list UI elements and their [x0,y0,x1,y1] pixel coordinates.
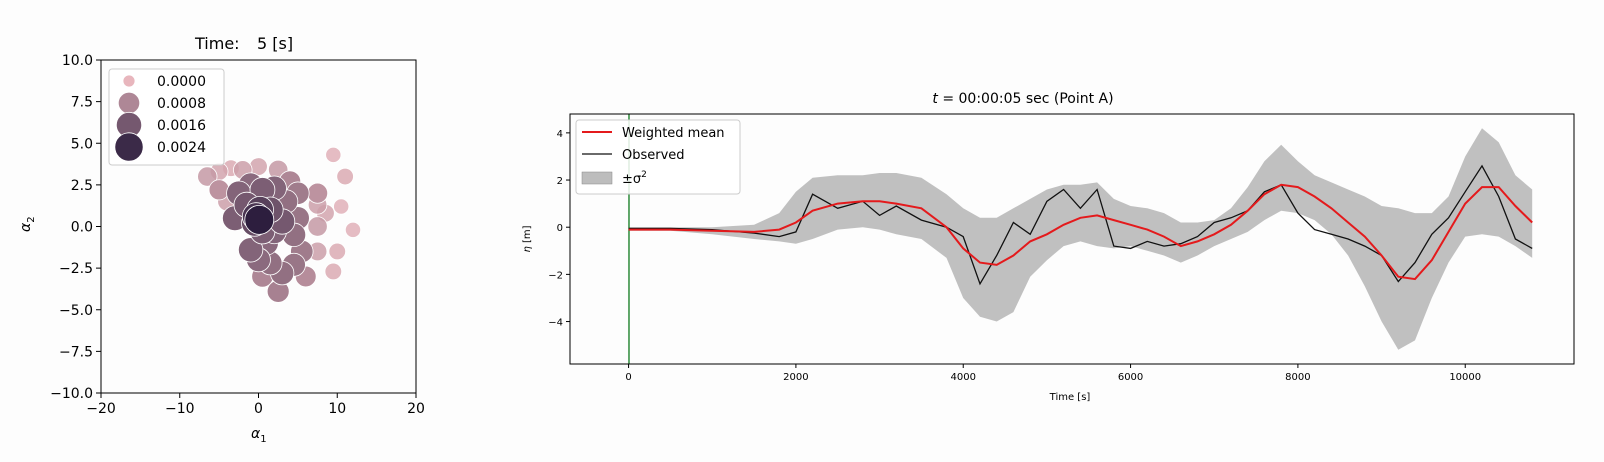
scatter-y-tick-label: −5.0 [59,303,93,319]
timeseries-y-tick-label: −4 [548,318,563,329]
legend-band-label: ±σ2 [622,170,647,187]
scatter-y-tick-label: 5.0 [71,136,93,152]
time-series-plot: t = 00:00:05 sec (Point A) 0 2000 4000 6000… [522,91,1575,403]
scatter-y-label: α2 [18,216,37,232]
timeseries-x-tick-label: 10000 [1449,372,1481,383]
scatter-legend-marker [117,91,141,115]
weights-scatter-plot: Time: 5 [s] −20 −10 0 10 20 10.0 7.5 5.0 2.5 0.0… [18,34,425,445]
scatter-legend-label: 0.0000 [157,74,206,90]
scatter-point [344,221,362,238]
scatter-y-tick-label: 10.0 [62,53,93,69]
scatter-legend-marker [114,132,144,162]
scatter-legend-label: 0.0008 [157,96,206,112]
sigma-band [628,128,1533,350]
timeseries-axes-frame [569,113,1575,365]
timeseries-y-tick-label: 0 [557,223,563,234]
timeseries-x-tick-label: 4000 [951,372,976,383]
timeseries-y-label: η [m] [522,225,533,252]
scatter-x-tick-label: −20 [86,401,116,417]
scatter-point [336,167,354,186]
scatter-point [324,262,343,281]
scatter-x-tick-label: 10 [328,401,346,417]
scatter-point [307,182,329,204]
timeseries-title: t = 00:00:05 sec (Point A) [932,91,1113,107]
scatter-x-label: α1 [251,426,267,445]
scatter-point [325,146,342,163]
timeseries-y-tick-label: 2 [557,176,563,187]
timeseries-x-tick-label: 6000 [1118,372,1143,383]
timeseries-x-tick-label: 2000 [783,372,808,383]
scatter-y-ticks: 10.0 7.5 5.0 2.5 0.0 −2.5 −5.0 −7.5 −10.0 [50,53,101,402]
scatter-point [197,166,218,187]
scatter-y-tick-label: −2.5 [59,261,93,277]
scatter-title-label: Time: [194,34,240,53]
timeseries-y-ticks: 4 2 0 −2 −4 [548,129,570,329]
scatter-title-value: 5 [s] [257,34,293,53]
timeseries-legend-frame [575,119,741,195]
scatter-point [237,237,264,263]
scatter-points [197,146,362,303]
scatter-y-tick-label: 2.5 [71,178,93,194]
timeseries-legend: Weighted mean Observed ±σ2 [575,119,741,195]
scatter-legend-label: 0.0016 [157,118,206,134]
scatter-x-ticks: −20 −10 0 10 20 [86,393,425,417]
legend-band-swatch [581,171,613,185]
scatter-x-tick-label: 20 [407,401,425,417]
timeseries-x-tick-label: 0 [625,372,631,383]
scatter-point [244,204,275,235]
scatter-y-tick-label: −10.0 [50,386,93,402]
scatter-x-tick-label: −10 [165,401,195,417]
scatter-point [208,179,230,201]
timeseries-x-tick-label: 8000 [1285,372,1310,383]
scatter-point [307,216,328,237]
timeseries-x-ticks: 0 2000 4000 6000 8000 10000 [625,364,1481,383]
scatter-y-tick-label: 7.5 [71,95,93,111]
scatter-y-tick-label: −7.5 [59,344,93,360]
legend-observed-label: Observed [622,148,685,163]
scatter-legend-marker [122,74,136,88]
legend-mean-label: Weighted mean [622,126,725,141]
weighted-mean-line [628,183,1533,281]
timeseries-y-tick-label: −2 [548,270,563,281]
timeseries-x-label: Time [s] [1049,392,1091,403]
scatter-legend-label: 0.0024 [157,140,206,156]
scatter-point [333,198,350,215]
scatter-y-tick-label: 0.0 [71,220,93,236]
scatter-point [328,242,347,261]
scatter-x-tick-label: 0 [254,401,263,417]
timeseries-y-tick-label: 4 [557,129,563,140]
scatter-legend: 0.0000 0.0008 0.0016 0.0024 [108,68,225,166]
